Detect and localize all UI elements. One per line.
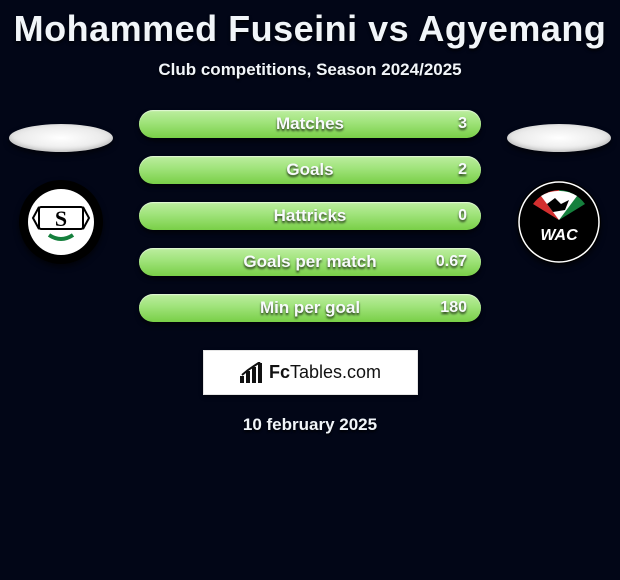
- player-photo-placeholder-left: [9, 124, 113, 152]
- stat-row-matches: Matches 3: [139, 110, 481, 138]
- brand-name-rest: Tables.com: [290, 362, 381, 382]
- player-photo-placeholder-right: [507, 124, 611, 152]
- footer-date: 10 february 2025: [0, 415, 620, 435]
- stat-label: Min per goal: [260, 298, 360, 318]
- stat-value: 3: [458, 115, 467, 133]
- bars-logo-icon: [239, 362, 263, 384]
- stat-row-min-per-goal: Min per goal 180: [139, 294, 481, 322]
- stat-value: 0.67: [436, 253, 467, 271]
- club-crest-right: WAC: [517, 180, 601, 264]
- brand-box: FcTables.com: [203, 350, 418, 395]
- page-subtitle: Club competitions, Season 2024/2025: [0, 60, 620, 80]
- club-right: WAC: [504, 124, 614, 264]
- page-title: Mohammed Fuseini vs Agyemang: [0, 8, 620, 50]
- stat-row-goals-per-match: Goals per match 0.67: [139, 248, 481, 276]
- club-left: S: [6, 124, 116, 264]
- comparison-infographic: Mohammed Fuseini vs Agyemang Club compet…: [0, 0, 620, 580]
- sturm-graz-crest-icon: S: [19, 180, 103, 264]
- club-crest-left: S: [19, 180, 103, 264]
- stat-label: Matches: [276, 114, 344, 134]
- stat-value: 2: [458, 161, 467, 179]
- stat-value: 0: [458, 207, 467, 225]
- stat-value: 180: [440, 299, 467, 317]
- stat-label: Goals: [286, 160, 333, 180]
- wolfsberger-ac-crest-icon: WAC: [517, 180, 601, 264]
- brand-name-bold: Fc: [269, 362, 290, 382]
- stat-label: Goals per match: [243, 252, 376, 272]
- stat-label: Hattricks: [274, 206, 347, 226]
- brand-name: FcTables.com: [269, 362, 381, 383]
- stat-row-hattricks: Hattricks 0: [139, 202, 481, 230]
- svg-text:S: S: [55, 206, 67, 231]
- stat-list: Matches 3 Goals 2 Hattricks 0 Goals per …: [139, 110, 481, 322]
- svg-text:WAC: WAC: [540, 227, 578, 244]
- stat-row-goals: Goals 2: [139, 156, 481, 184]
